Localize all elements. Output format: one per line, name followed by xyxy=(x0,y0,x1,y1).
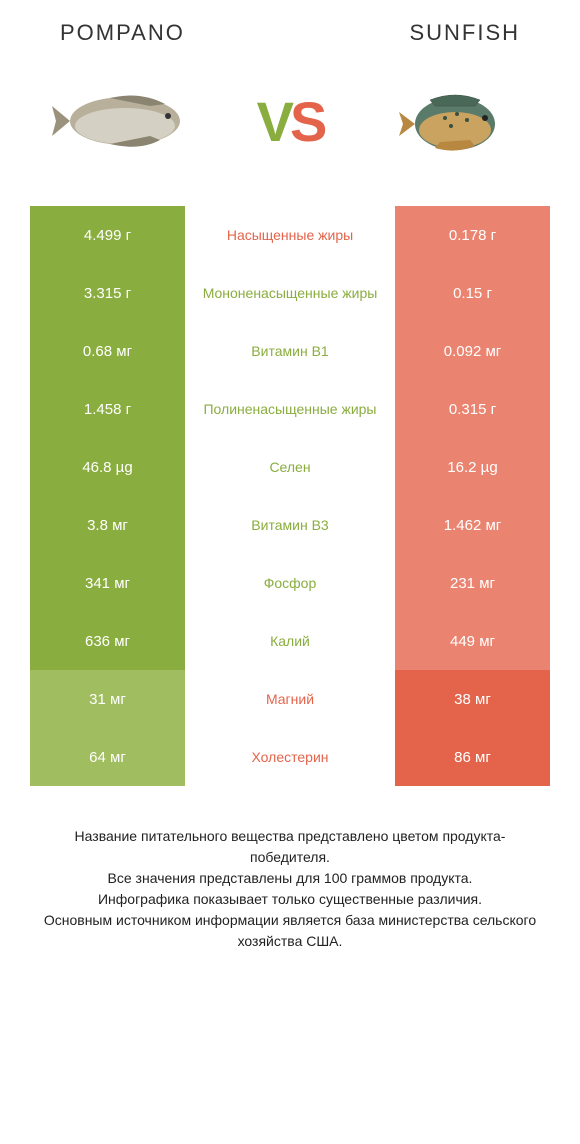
right-value: 0.092 мг xyxy=(395,322,550,380)
right-value: 16.2 µg xyxy=(395,438,550,496)
vs-s: S xyxy=(290,90,323,153)
table-row: 64 мгХолестерин86 мг xyxy=(30,728,550,786)
right-value: 0.315 г xyxy=(395,380,550,438)
right-title: SUNFISH xyxy=(409,20,520,46)
right-value: 231 мг xyxy=(395,554,550,612)
footer-line-3: Инфографика показывает только существенн… xyxy=(40,889,540,910)
left-value: 3.315 г xyxy=(30,264,185,322)
right-value: 0.15 г xyxy=(395,264,550,322)
table-row: 46.8 µgСелен16.2 µg xyxy=(30,438,550,496)
nutrient-label: Холестерин xyxy=(185,728,395,786)
nutrient-label: Калий xyxy=(185,612,395,670)
sunfish-image xyxy=(380,76,530,166)
footer-text: Название питательного вещества представл… xyxy=(30,826,550,952)
right-value: 0.178 г xyxy=(395,206,550,264)
left-value: 3.8 мг xyxy=(30,496,185,554)
footer-line-4: Основным источником информации является … xyxy=(40,910,540,952)
right-value: 449 мг xyxy=(395,612,550,670)
right-value: 86 мг xyxy=(395,728,550,786)
vs-label: VS xyxy=(257,89,324,154)
table-row: 3.8 мгВитамин B31.462 мг xyxy=(30,496,550,554)
nutrient-label: Селен xyxy=(185,438,395,496)
images-row: VS xyxy=(30,76,550,166)
nutrient-label: Витамин B3 xyxy=(185,496,395,554)
table-row: 1.458 гПолиненасыщенные жиры0.315 г xyxy=(30,380,550,438)
left-value: 636 мг xyxy=(30,612,185,670)
vs-v: V xyxy=(257,90,290,153)
table-row: 0.68 мгВитамин B10.092 мг xyxy=(30,322,550,380)
left-value: 0.68 мг xyxy=(30,322,185,380)
nutrient-label: Полиненасыщенные жиры xyxy=(185,380,395,438)
comparison-table: 4.499 гНасыщенные жиры0.178 г3.315 гМоно… xyxy=(30,206,550,786)
right-value: 38 мг xyxy=(395,670,550,728)
left-value: 64 мг xyxy=(30,728,185,786)
footer-line-2: Все значения представлены для 100 граммо… xyxy=(40,868,540,889)
left-value: 341 мг xyxy=(30,554,185,612)
left-title: POMPANO xyxy=(60,20,185,46)
table-row: 636 мгКалий449 мг xyxy=(30,612,550,670)
nutrient-label: Насыщенные жиры xyxy=(185,206,395,264)
nutrient-label: Фосфор xyxy=(185,554,395,612)
nutrient-label: Мононенасыщенные жиры xyxy=(185,264,395,322)
table-row: 3.315 гМононенасыщенные жиры0.15 г xyxy=(30,264,550,322)
header: POMPANO SUNFISH xyxy=(30,20,550,46)
left-value: 4.499 г xyxy=(30,206,185,264)
left-value: 31 мг xyxy=(30,670,185,728)
table-row: 341 мгФосфор231 мг xyxy=(30,554,550,612)
nutrient-label: Витамин B1 xyxy=(185,322,395,380)
left-value: 46.8 µg xyxy=(30,438,185,496)
right-value: 1.462 мг xyxy=(395,496,550,554)
nutrient-label: Магний xyxy=(185,670,395,728)
table-row: 31 мгМагний38 мг xyxy=(30,670,550,728)
left-value: 1.458 г xyxy=(30,380,185,438)
pompano-image xyxy=(50,76,200,166)
table-row: 4.499 гНасыщенные жиры0.178 г xyxy=(30,206,550,264)
footer-line-1: Название питательного вещества представл… xyxy=(40,826,540,868)
